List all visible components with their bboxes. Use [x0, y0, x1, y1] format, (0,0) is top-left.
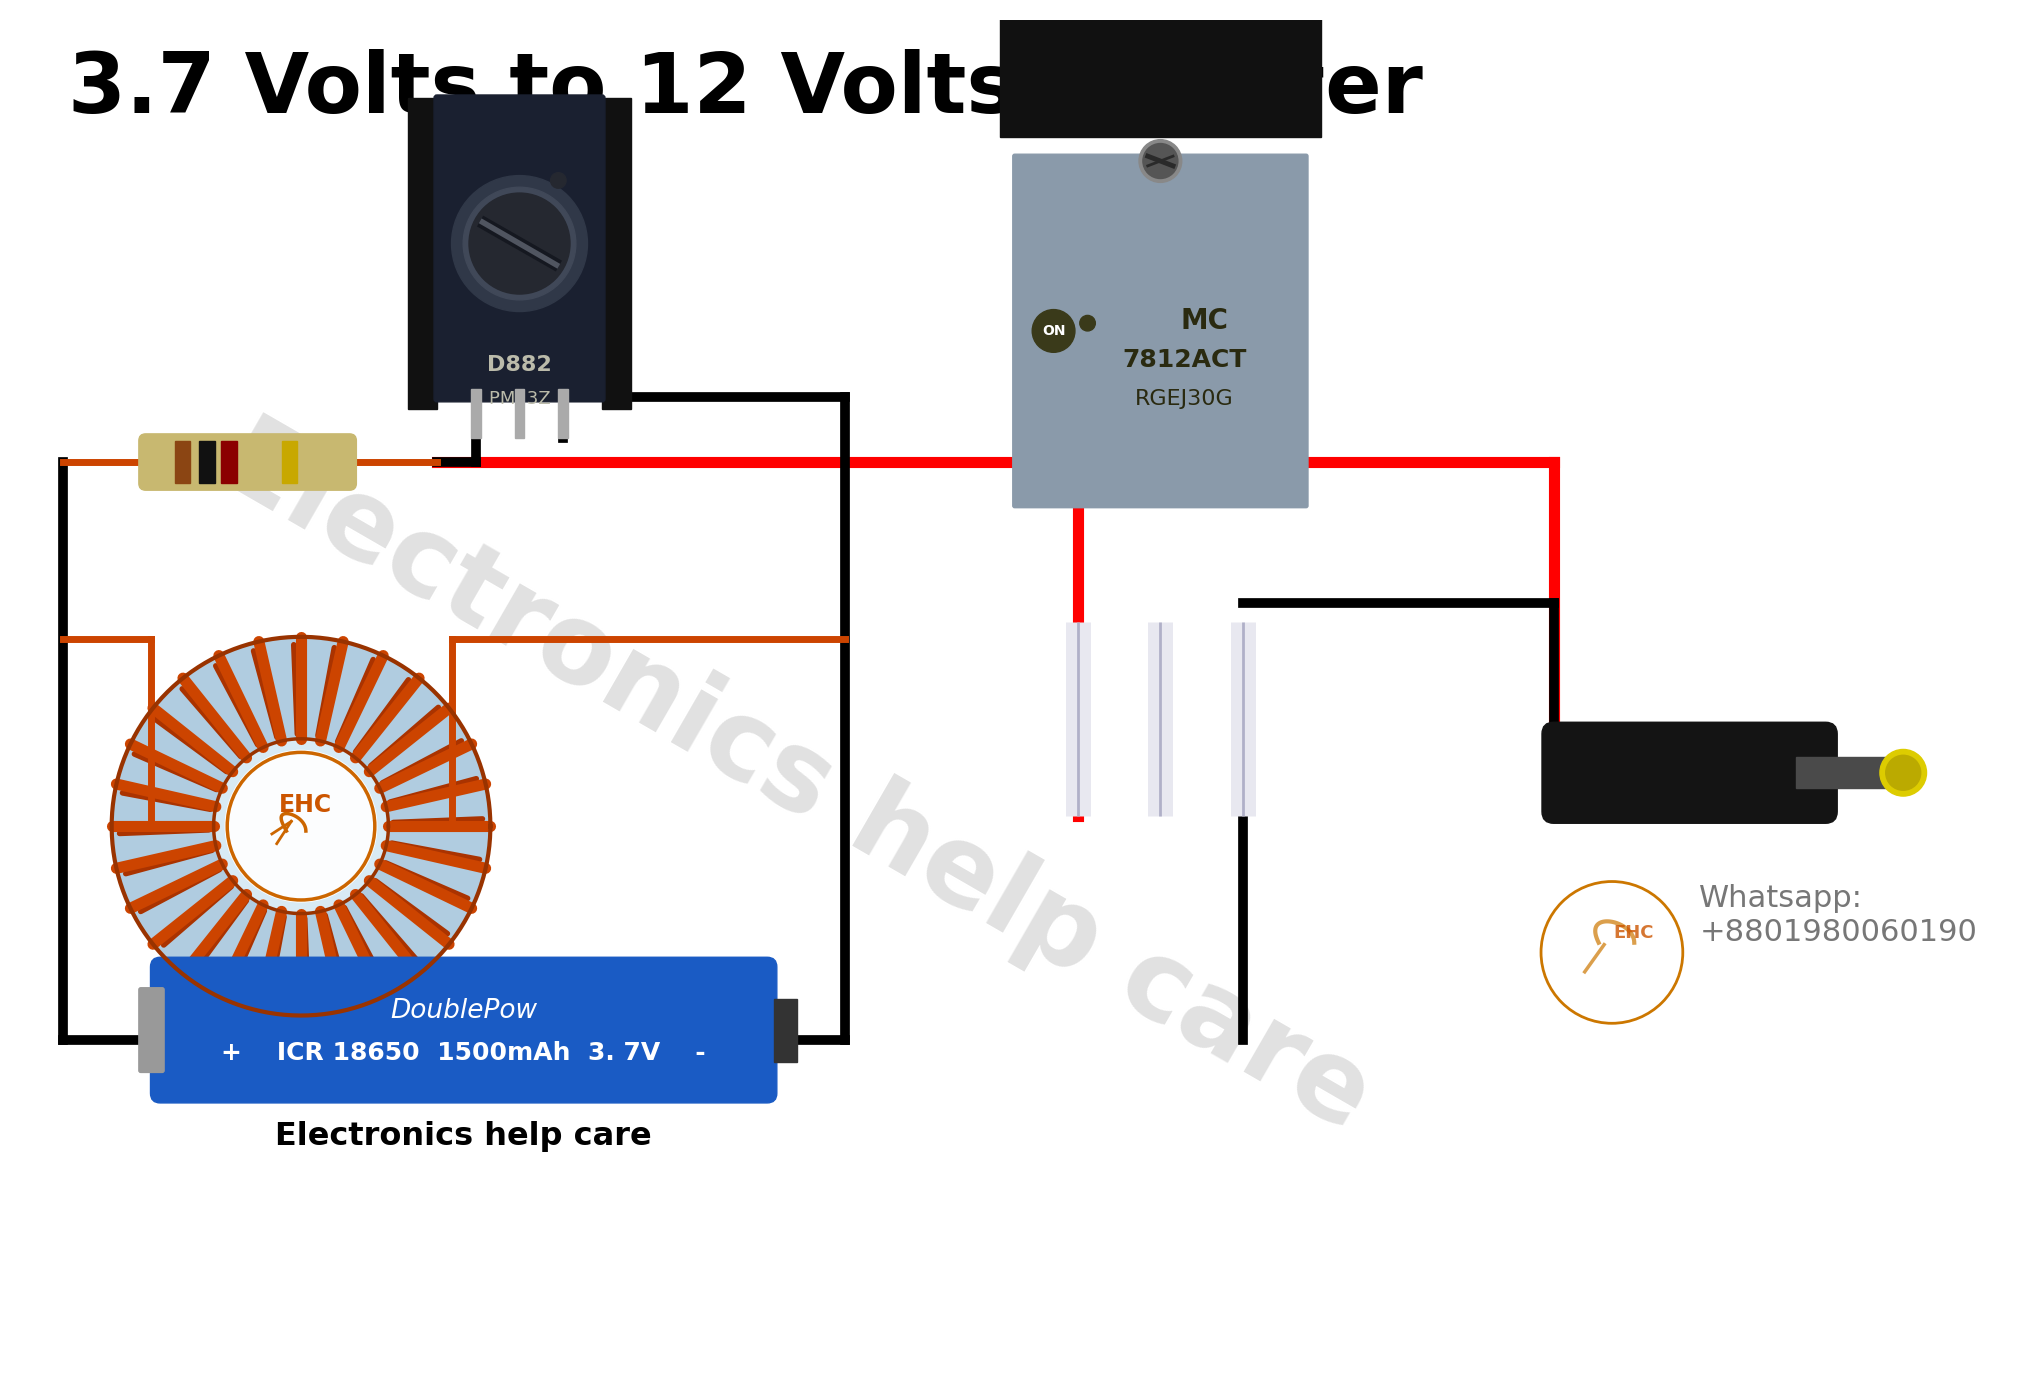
Bar: [199, 441, 215, 483]
FancyBboxPatch shape: [138, 988, 164, 1072]
Bar: [408, 98, 436, 409]
Circle shape: [1886, 755, 1921, 790]
Text: D882: D882: [487, 355, 552, 376]
Circle shape: [1539, 879, 1685, 1025]
Bar: [221, 441, 237, 483]
FancyBboxPatch shape: [1012, 154, 1308, 508]
Bar: [775, 998, 797, 1061]
Bar: [1000, 0, 1320, 137]
Text: 3.7 Volts to 12 Volts inverter: 3.7 Volts to 12 Volts inverter: [69, 49, 1424, 130]
Text: RGEJ30G: RGEJ30G: [1136, 389, 1233, 409]
Circle shape: [112, 637, 491, 1015]
Bar: [558, 389, 568, 438]
Text: EHC: EHC: [1612, 924, 1653, 942]
Text: MC: MC: [1180, 307, 1229, 335]
Circle shape: [1079, 315, 1095, 331]
Circle shape: [1144, 144, 1178, 179]
Bar: [515, 389, 525, 438]
Bar: [470, 389, 481, 438]
Circle shape: [550, 173, 566, 188]
Circle shape: [225, 751, 377, 902]
Text: EHC: EHC: [280, 793, 333, 817]
Bar: [282, 441, 298, 483]
Circle shape: [1880, 750, 1927, 796]
Text: ON: ON: [1042, 324, 1065, 338]
Circle shape: [1032, 310, 1075, 352]
Bar: [602, 98, 631, 409]
Text: Electronics help care: Electronics help care: [203, 403, 1389, 1152]
Text: 7812ACT: 7812ACT: [1121, 348, 1247, 373]
Circle shape: [452, 176, 588, 311]
FancyBboxPatch shape: [434, 95, 604, 402]
Text: +    ICR 18650  1500mAh  3. 7V    -: + ICR 18650 1500mAh 3. 7V -: [221, 1041, 706, 1065]
Text: Electronics help care: Electronics help care: [276, 1121, 651, 1153]
FancyBboxPatch shape: [138, 434, 357, 490]
Circle shape: [462, 187, 576, 300]
Circle shape: [213, 738, 389, 913]
Circle shape: [468, 193, 570, 295]
Text: PM  3Z: PM 3Z: [489, 389, 550, 408]
Text: Whatsapp:
+8801980060190: Whatsapp: +8801980060190: [1699, 885, 1977, 946]
Bar: [174, 441, 191, 483]
Circle shape: [1140, 140, 1182, 183]
FancyBboxPatch shape: [150, 958, 777, 1103]
Text: DoublePow: DoublePow: [389, 998, 537, 1025]
FancyBboxPatch shape: [1541, 722, 1837, 824]
Bar: [1797, 757, 1894, 789]
